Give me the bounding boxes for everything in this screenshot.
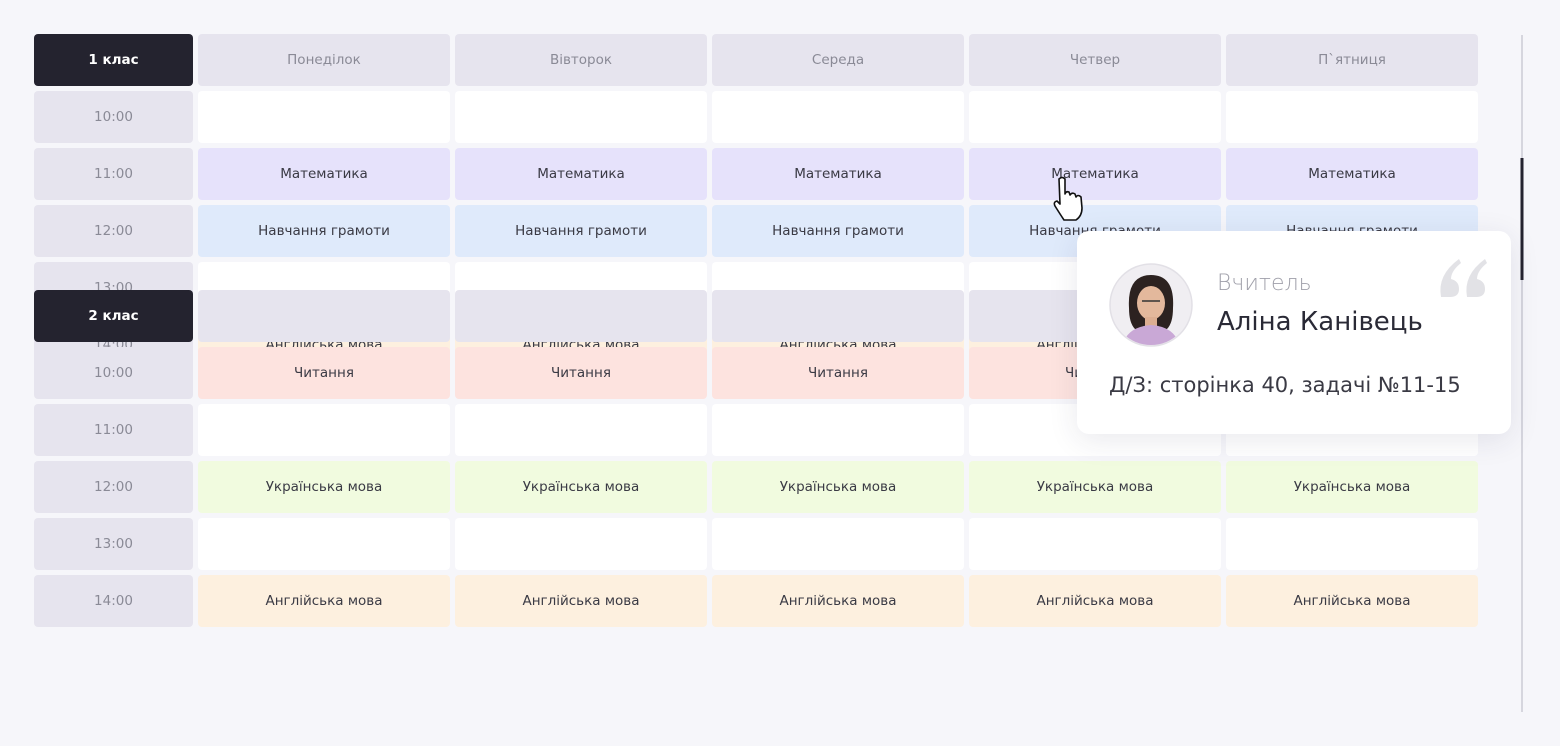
quote-icon — [1440, 259, 1487, 297]
lesson-cell[interactable]: Математика — [455, 148, 707, 200]
time-label[interactable]: 13:00 — [34, 518, 193, 570]
time-label[interactable]: 11:00 — [34, 404, 193, 456]
lesson-cell[interactable]: Українська мова — [455, 461, 707, 513]
teacher-avatar — [1109, 263, 1193, 347]
lesson-cell[interactable]: Українська мова — [198, 461, 450, 513]
homework: Д/З: сторінка 40, задачі №11-15 — [1109, 373, 1461, 397]
time-label[interactable]: 11:00 — [34, 148, 193, 200]
cursor — [1053, 176, 1083, 221]
lesson-cell[interactable]: Англійська мова — [969, 575, 1221, 627]
lesson-cell[interactable]: Англійська мова — [455, 575, 707, 627]
lesson-cell[interactable]: Навчання грамоти — [455, 205, 707, 257]
lesson-cell[interactable]: Математика — [198, 148, 450, 200]
time-label[interactable]: 10:00 — [34, 91, 193, 143]
lesson-cell[interactable]: Математика — [712, 148, 964, 200]
lesson-cell[interactable]: Математика — [969, 148, 1221, 200]
teacher-role: Вчитель — [1217, 271, 1312, 296]
empty-slot — [198, 518, 450, 570]
lesson-cell[interactable]: Навчання грамоти — [198, 205, 450, 257]
time-label[interactable]: 10:00 — [34, 347, 193, 399]
teacher-tooltip: Вчитель Аліна Канівець Д/З: сторінка 40,… — [1077, 231, 1511, 434]
lesson-cell[interactable]: Читання — [198, 347, 450, 399]
empty-slot — [198, 91, 450, 143]
empty-slot — [969, 91, 1221, 143]
time-label[interactable]: 12:00 — [34, 205, 193, 257]
day-header[interactable]: Вівторок — [455, 34, 707, 86]
lesson-cell[interactable]: Читання — [712, 347, 964, 399]
lesson-cell[interactable]: Українська мова — [969, 461, 1221, 513]
lesson-cell[interactable]: Українська мова — [712, 461, 964, 513]
day-header[interactable]: Понеділок — [198, 34, 450, 86]
empty-slot — [455, 518, 707, 570]
lesson-cell[interactable]: Англійська мова — [198, 575, 450, 627]
day-header[interactable]: П`ятниця — [1226, 34, 1478, 86]
class-label[interactable]: 2 клас — [34, 290, 193, 342]
class-label[interactable]: 1 клас — [34, 34, 193, 86]
empty-slot — [712, 91, 964, 143]
day-header[interactable]: Четвер — [969, 34, 1221, 86]
lesson-cell[interactable]: Українська мова — [1226, 461, 1478, 513]
lesson-cell[interactable]: Англійська мова — [1226, 575, 1478, 627]
time-label[interactable]: 14:00 — [34, 575, 193, 627]
lesson-cell[interactable]: Англійська мова — [712, 575, 964, 627]
lesson-cell[interactable]: Математика — [1226, 148, 1478, 200]
empty-slot — [1226, 91, 1478, 143]
time-label[interactable]: 12:00 — [34, 461, 193, 513]
lesson-cell[interactable]: Читання — [455, 347, 707, 399]
empty-slot — [1226, 518, 1478, 570]
lesson-cell[interactable]: Навчання грамоти — [712, 205, 964, 257]
empty-slot — [455, 404, 707, 456]
scrollbar[interactable] — [1515, 30, 1529, 720]
day-header — [198, 290, 450, 342]
day-header — [712, 290, 964, 342]
teacher-name: Аліна Канівець — [1217, 307, 1423, 337]
empty-slot — [712, 404, 964, 456]
empty-slot — [969, 518, 1221, 570]
empty-slot — [455, 91, 707, 143]
day-header — [455, 290, 707, 342]
day-header[interactable]: Середа — [712, 34, 964, 86]
empty-slot — [198, 404, 450, 456]
empty-slot — [712, 518, 964, 570]
